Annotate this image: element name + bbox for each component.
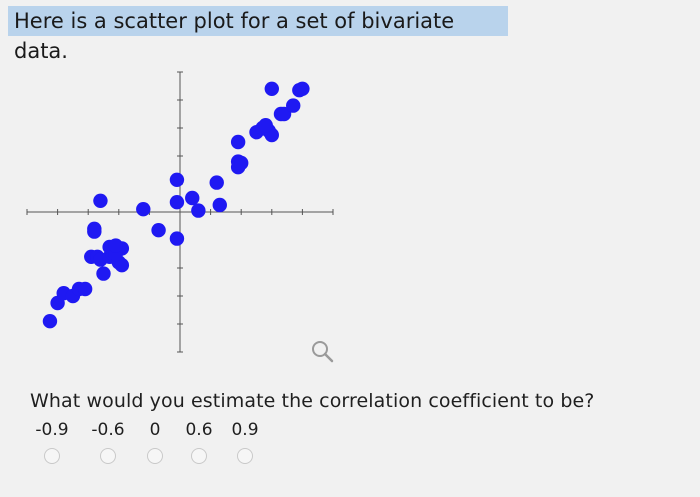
radio-button[interactable] <box>191 448 207 464</box>
data-point <box>212 197 227 213</box>
data-point <box>169 195 185 210</box>
option-neg-0-9[interactable]: -0.9 <box>30 420 74 464</box>
data-point <box>77 281 93 297</box>
data-point <box>87 224 102 239</box>
option-0-9[interactable]: 0.9 <box>223 420 267 464</box>
radio-button[interactable] <box>100 448 116 464</box>
question-header: Here is a scatter plot for a set of biva… <box>8 6 508 63</box>
data-point <box>136 202 151 217</box>
data-point <box>169 172 185 187</box>
data-point <box>108 238 123 253</box>
zoom-icon[interactable] <box>309 339 337 367</box>
radio-button[interactable] <box>147 448 163 464</box>
option-label: 0.6 <box>185 420 213 440</box>
data-point <box>42 314 58 329</box>
option-0-6[interactable]: 0.6 <box>177 420 221 464</box>
data-point <box>230 134 246 150</box>
data-point <box>295 81 310 96</box>
plot-axes <box>26 71 334 353</box>
data-point <box>276 106 292 122</box>
option-label: 0 <box>149 420 161 440</box>
data-point <box>169 231 185 246</box>
data-point <box>286 98 301 113</box>
data-point <box>151 223 166 238</box>
data-point <box>209 175 224 190</box>
option-label: -0.9 <box>35 420 69 440</box>
data-point <box>96 266 111 281</box>
data-point <box>191 203 206 218</box>
data-point <box>234 155 249 171</box>
data-point <box>114 258 130 273</box>
option-neg-0-6[interactable]: -0.6 <box>86 420 130 464</box>
option-0[interactable]: 0 <box>133 420 177 464</box>
data-point <box>93 193 108 208</box>
option-label: -0.6 <box>91 420 125 440</box>
data-point <box>258 118 273 133</box>
question-text: What would you estimate the correlation … <box>30 390 595 412</box>
option-label: 0.9 <box>231 420 259 440</box>
radio-button[interactable] <box>44 448 60 464</box>
data-point <box>185 190 200 206</box>
radio-button[interactable] <box>237 448 253 464</box>
scatter-plot <box>26 71 334 353</box>
magnifier-icon <box>312 341 334 363</box>
data-point <box>264 81 279 96</box>
scatter-points <box>42 81 310 329</box>
